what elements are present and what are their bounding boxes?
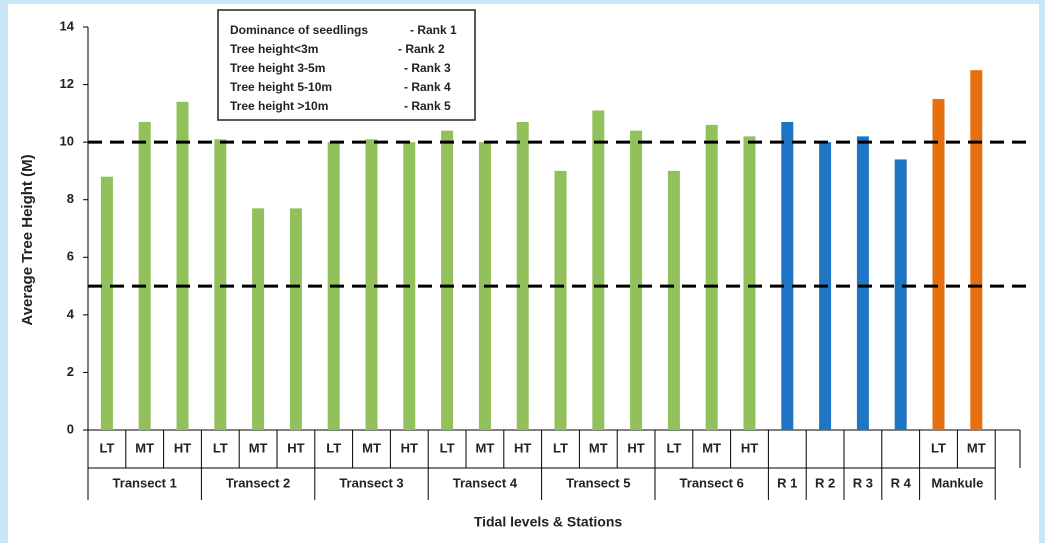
- bar: [970, 70, 983, 430]
- group-label: R 1: [777, 475, 797, 490]
- bar: [592, 110, 605, 430]
- group-label: Transect 2: [226, 475, 290, 490]
- legend-rank: - Rank 2: [398, 42, 445, 56]
- x-tick-label: MT: [589, 440, 608, 455]
- x-tick-label: MT: [967, 440, 986, 455]
- x-tick-label: LT: [213, 440, 228, 455]
- x-tick-label: HT: [741, 440, 758, 455]
- x-tick-label: LT: [440, 440, 455, 455]
- group-label: Transect 5: [566, 475, 630, 490]
- bar: [176, 101, 189, 430]
- y-tick-label: 6: [67, 249, 74, 264]
- y-tick-label: 8: [67, 191, 74, 206]
- x-tick-label: LT: [99, 440, 114, 455]
- y-tick-label: 10: [60, 134, 74, 149]
- y-tick-label: 12: [60, 76, 74, 91]
- x-tick-label: LT: [931, 440, 946, 455]
- group-label: Transect 3: [339, 475, 403, 490]
- group-label: Transect 6: [680, 475, 744, 490]
- legend-label: Tree height 5-10m: [230, 80, 332, 94]
- legend-label: Dominance of seedlings: [230, 23, 368, 37]
- bar: [630, 130, 643, 430]
- legend-rank: - Rank 1: [410, 23, 457, 37]
- bar: [781, 121, 794, 430]
- bar: [516, 121, 529, 430]
- legend-label: Tree height >10m: [230, 99, 328, 113]
- bar: [705, 124, 718, 430]
- bar: [932, 98, 945, 430]
- x-tick-label: HT: [174, 440, 191, 455]
- y-tick-label: 4: [67, 306, 75, 321]
- bar: [252, 208, 265, 430]
- bar: [100, 176, 113, 430]
- group-label: Transect 4: [453, 475, 518, 490]
- bar: [289, 208, 302, 430]
- bar: [138, 121, 151, 430]
- x-tick-label: HT: [627, 440, 644, 455]
- bar: [743, 136, 756, 430]
- group-label: R 2: [815, 475, 835, 490]
- legend-rank: - Rank 5: [404, 99, 451, 113]
- group-label: R 3: [853, 475, 873, 490]
- x-tick-label: MT: [476, 440, 495, 455]
- bar: [667, 170, 680, 430]
- bar: [441, 130, 454, 430]
- x-tick-label: MT: [702, 440, 721, 455]
- x-axis-label: Tidal levels & Stations: [474, 514, 623, 530]
- x-tick-label: LT: [326, 440, 341, 455]
- legend-label: Tree height<3m: [230, 42, 318, 56]
- bar: [856, 136, 869, 430]
- x-tick-label: HT: [401, 440, 418, 455]
- x-tick-label: MT: [362, 440, 381, 455]
- group-label: Transect 1: [113, 475, 177, 490]
- bar: [365, 139, 378, 430]
- y-tick-label: 0: [67, 421, 74, 436]
- group-label: R 4: [891, 475, 912, 490]
- x-tick-label: MT: [135, 440, 154, 455]
- legend-rank: - Rank 4: [404, 80, 451, 94]
- x-tick-label: MT: [249, 440, 268, 455]
- x-tick-label: LT: [666, 440, 681, 455]
- y-axis-label: Average Tree Height (M): [19, 154, 36, 325]
- bar: [554, 170, 567, 430]
- legend-rank: - Rank 3: [404, 61, 451, 75]
- bar: [894, 159, 907, 430]
- x-tick-label: HT: [287, 440, 304, 455]
- x-tick-label: LT: [553, 440, 568, 455]
- legend-box: [217, 9, 476, 121]
- legend-label: Tree height 3-5m: [230, 61, 325, 75]
- y-tick-label: 2: [67, 364, 74, 379]
- y-tick-label: 14: [60, 18, 75, 33]
- x-tick-label: HT: [514, 440, 531, 455]
- group-label: Mankule: [931, 475, 983, 490]
